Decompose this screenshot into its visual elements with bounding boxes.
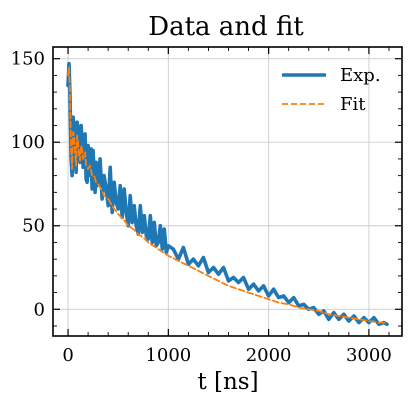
series-line-fit bbox=[67, 66, 388, 324]
plot-series bbox=[66, 61, 389, 327]
legend: Exp. Fit bbox=[282, 65, 381, 115]
grid bbox=[53, 47, 402, 336]
y-tick-label: 50 bbox=[22, 216, 45, 237]
x-axis-label: t [ns] bbox=[197, 369, 258, 395]
series-line-exp bbox=[66, 61, 389, 327]
x-tick-label: 2000 bbox=[246, 345, 292, 366]
x-tick-label: 1000 bbox=[145, 345, 191, 366]
x-tick-label: 3000 bbox=[346, 345, 392, 366]
plot-frame bbox=[52, 46, 403, 337]
y-tick-label: 150 bbox=[11, 49, 45, 70]
legend-label: Fit bbox=[340, 94, 366, 115]
legend-label: Exp. bbox=[340, 65, 381, 86]
axis-ticks: 0 1000 2000 3000 0 50 100 150 bbox=[11, 47, 402, 366]
y-tick-label: 0 bbox=[34, 299, 45, 320]
x-tick-label: 0 bbox=[62, 345, 73, 366]
chart-title: Data and fit bbox=[148, 12, 304, 42]
y-tick-label: 100 bbox=[11, 132, 45, 153]
